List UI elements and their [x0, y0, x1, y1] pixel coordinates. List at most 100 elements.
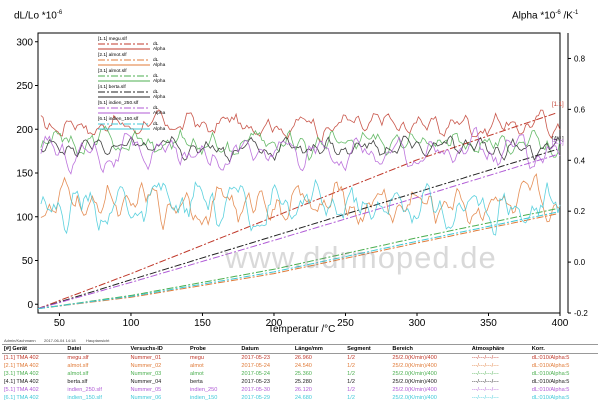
x-tick-label: 400: [552, 318, 569, 329]
table-cell: megu.slf: [67, 355, 89, 361]
table-header-cell: Bereich: [390, 344, 470, 354]
legend-file: [5.1] indien_250.slf: [98, 100, 139, 106]
table-cell: indien_150: [190, 395, 218, 401]
table-cell: [3.1] TMA 402: [4, 371, 39, 377]
table-cell: 2017-05-24: [241, 363, 271, 369]
x-tick-label: 100: [123, 318, 140, 329]
table-cell: 25/2.0(K/min)/400: [392, 363, 437, 369]
table-cell: 1/2: [347, 355, 355, 361]
dl-curve-s6: [37, 211, 558, 310]
table-cell: indien_250: [190, 387, 218, 393]
legend-sub-dl: dL: [153, 105, 159, 111]
x-tick-label: 200: [266, 318, 283, 329]
table-cell: berta: [190, 379, 203, 385]
y-right-unit-exponent: -1: [572, 10, 579, 16]
table-row: [5.1] TMA 402 indien_250.slf Nummer_05 indi…: [2, 386, 598, 394]
table-header-cell: Probe: [188, 344, 240, 354]
legend-file: [3.1] almot.slf: [98, 68, 127, 74]
table-cell: 1/2: [347, 371, 355, 377]
table-cell: dL:010/Alpha:5: [531, 355, 570, 361]
footer-place: Hauptansicht: [86, 338, 110, 343]
table-cell: 1/2: [347, 379, 355, 385]
table-cell: 25/2.0(K/min)/400: [392, 355, 437, 361]
table-cell: 25/2.0(K/min)/400: [392, 371, 437, 377]
dl-curve-s3: [37, 208, 558, 310]
legend-file: [2.1] almot.slf: [98, 52, 127, 58]
table-cell: dL:010/Alpha:5: [531, 395, 570, 401]
y-left-tick-label: 250: [16, 81, 33, 92]
legend-file: [6.1] indien_150.slf: [98, 116, 139, 122]
y-right-label: Alpha *10: [512, 10, 556, 22]
table-header-cell: Datei: [65, 344, 129, 354]
table-cell: 1/2: [347, 387, 355, 393]
table-header-cell: Korr.: [529, 344, 598, 354]
y-right-axis-title: Alpha *10-6 /K-1: [512, 10, 578, 21]
dl-curve-s4: [37, 148, 558, 310]
table-cell: Nummer_02: [130, 363, 162, 369]
y-left-tick-label: 150: [16, 169, 33, 180]
y-right-tick-label: 0.2: [574, 207, 586, 216]
x-axis-title: Temperatur /°C: [268, 324, 336, 335]
table-body: [1.1] TMA 402 megu.slf Nummer_01 megu 2017-0…: [2, 354, 598, 403]
table-cell: ---/---/---/---: [471, 387, 499, 393]
y-left-axis-title: dL/Lo *10-6: [14, 10, 62, 21]
table-cell: 2017-05-23: [241, 379, 271, 385]
table-header-cell: Länge/mm: [292, 344, 346, 354]
table-cell: Nummer_04: [130, 379, 162, 385]
y-left-tick-label: 300: [16, 37, 33, 48]
table-cell: 1/2: [347, 363, 355, 369]
legend-sub-alpha: Alpha: [153, 78, 166, 84]
table-cell: [2.1] TMA 402: [4, 363, 39, 369]
footer-operator: Admin/Kachmann: [4, 338, 36, 343]
table-cell: dL:010/Alpha:5: [531, 363, 570, 369]
table-cell: megu: [190, 355, 205, 361]
y-left-tick-label: 0: [27, 300, 33, 311]
table-cell: ---/---/---/---: [471, 395, 499, 401]
table-cell: 25/2.0(K/min)/400: [392, 379, 437, 385]
table-cell: 2017-05-24: [241, 371, 271, 377]
table-cell: ---/---/---/---: [471, 355, 499, 361]
tma-dilatometer-chart: 0 50 100 150 200 250 300 -0.2 0.0 0.2 0.4 0.6 0.8 50 1…: [16, 32, 588, 329]
end-label: [1.1]: [552, 102, 564, 108]
legend-file: [4.1] berta.slf: [98, 84, 126, 90]
dl-curve-s1: [37, 112, 558, 310]
table-cell: 25.280: [294, 379, 312, 385]
watermark: www.ddrmoped.de: [225, 240, 497, 275]
table-cell: [4.1] TMA 402: [4, 379, 39, 385]
y-right-tick-label: 0.6: [574, 105, 586, 114]
legend-sub-dl: dL: [153, 57, 159, 63]
measurement-table: [#] Gerät Datei Versuchs-ID Probe Datum Länge…: [2, 344, 598, 402]
table-cell: dL:010/Alpha:5: [531, 379, 570, 385]
table-row: [1.1] TMA 402 megu.slf Nummer_01 megu 2017-0…: [2, 354, 598, 363]
table-cell: dL:010/Alpha:5: [531, 371, 570, 377]
table-cell: Nummer_03: [130, 371, 162, 377]
table-header-row: [#] Gerät Datei Versuchs-ID Probe Datum Länge…: [2, 344, 598, 354]
y-right-tick-label: 0.8: [574, 54, 586, 63]
table-cell: almot: [190, 363, 204, 369]
table-cell: 25/2.0(K/min)/400: [392, 387, 437, 393]
y-left-tick-label: 200: [16, 125, 33, 136]
table-cell: Nummer_01: [130, 355, 162, 361]
alpha-curve-s5: [40, 126, 561, 175]
table-cell: 24.680: [294, 395, 312, 401]
table-cell: 26.960: [294, 355, 312, 361]
table-cell: 2017-05-23: [241, 355, 271, 361]
legend-sub-dl: dL: [153, 121, 159, 127]
x-tick-label: 300: [409, 318, 426, 329]
dl-curve-s2: [37, 213, 558, 310]
legend-sub-dl: dL: [153, 41, 159, 47]
y-left-tick-label: 50: [22, 256, 34, 267]
table-cell: ---/---/---/---: [471, 379, 499, 385]
x-tick-label: 150: [194, 318, 211, 329]
table-header-cell: Segment: [345, 344, 391, 354]
table-cell: [1.1] TMA 402: [4, 355, 39, 361]
table-row: [4.1] TMA 402 berta.slf Nummer_04 berta 2017…: [2, 378, 598, 386]
y-left-label: dL/Lo *10: [14, 10, 57, 22]
table-cell: almot: [190, 371, 204, 377]
table-header-cell: Datum: [239, 344, 293, 354]
legend-sub-alpha: Alpha: [153, 110, 166, 116]
table-row: [3.1] TMA 402 almot.slf Nummer_03 almot 2017…: [2, 370, 598, 378]
y-right-tick-label: -0.2: [574, 309, 588, 318]
x-tick-label: 50: [54, 318, 66, 329]
table-header-cell: [#] Gerät: [2, 344, 66, 354]
